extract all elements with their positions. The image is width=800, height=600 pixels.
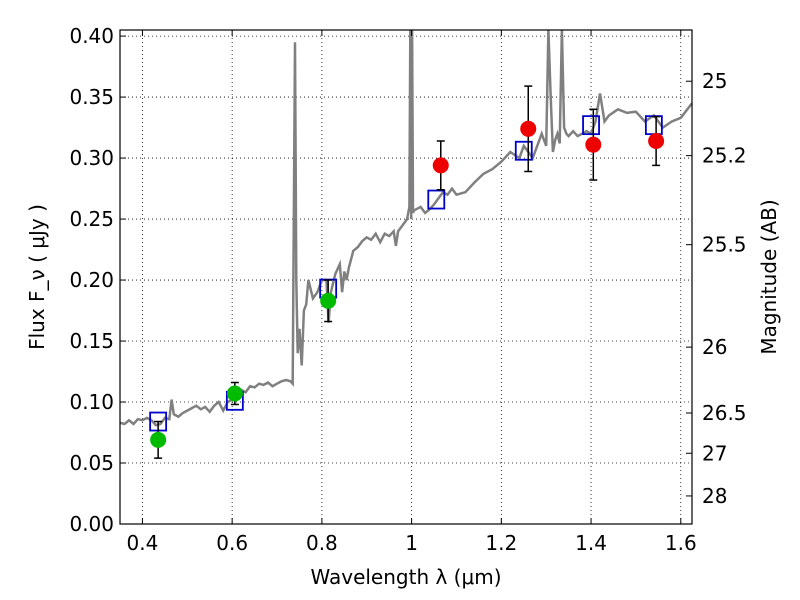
right-tick-label: 28 bbox=[702, 484, 727, 508]
x-tick-label: 0.8 bbox=[306, 531, 338, 555]
y-tick-label: 0.20 bbox=[69, 268, 114, 292]
y-tick-label: 0.35 bbox=[69, 85, 114, 109]
x-tick-label: 1.4 bbox=[575, 531, 607, 555]
observed-flux-point bbox=[226, 385, 243, 402]
y-axis-title: Flux F_ν ( μJy ) bbox=[25, 204, 49, 350]
right-tick-label: 25.2 bbox=[702, 144, 747, 168]
model-photometry-square bbox=[514, 140, 533, 161]
y-tick-label: 0.10 bbox=[69, 390, 114, 414]
right-tick-label: 27 bbox=[702, 441, 727, 465]
y-tick-label: 0.40 bbox=[69, 24, 114, 48]
y-tick-label: 0.30 bbox=[69, 146, 114, 170]
observed-flux-point bbox=[648, 132, 665, 149]
y-tick-label: 0.05 bbox=[69, 451, 114, 475]
observed-flux-point bbox=[520, 120, 537, 137]
plot-frame bbox=[119, 29, 693, 525]
x-tick-label: 1 bbox=[405, 531, 418, 555]
x-tick-label: 1.2 bbox=[485, 531, 517, 555]
data-markers bbox=[149, 85, 665, 459]
right-tick-label: 25 bbox=[702, 69, 727, 93]
x-tick-label: 1.6 bbox=[665, 531, 697, 555]
observed-flux-point bbox=[585, 136, 602, 153]
right-axis-title: Magnitude (AB) bbox=[757, 199, 781, 354]
x-tick-label: 0.4 bbox=[127, 531, 159, 555]
plot-area bbox=[119, 29, 693, 459]
x-tick-label: 0.6 bbox=[216, 531, 248, 555]
model-photometry-square bbox=[427, 189, 446, 210]
y-tick-label: 0.00 bbox=[69, 512, 114, 536]
grid bbox=[120, 30, 692, 525]
model-sed-line bbox=[119, 29, 693, 427]
y-tick-label: 0.25 bbox=[69, 207, 114, 231]
observed-flux-point bbox=[320, 292, 337, 309]
x-axis-title: Wavelength λ (μm) bbox=[310, 565, 501, 589]
right-tick-label: 26.5 bbox=[702, 401, 747, 425]
observed-flux-point bbox=[432, 157, 449, 174]
axis-ticks: 0.4 0.6 0.8 1 1.2 1.4 1.6 0.00 0.05 0.10 0.15 0.20 0… bbox=[69, 24, 746, 555]
model-photometry-square bbox=[582, 115, 600, 136]
observed-flux-point bbox=[150, 431, 167, 448]
right-tick-label: 25.5 bbox=[702, 233, 747, 257]
right-tick-label: 26 bbox=[702, 335, 727, 359]
y-tick-label: 0.15 bbox=[69, 329, 114, 353]
